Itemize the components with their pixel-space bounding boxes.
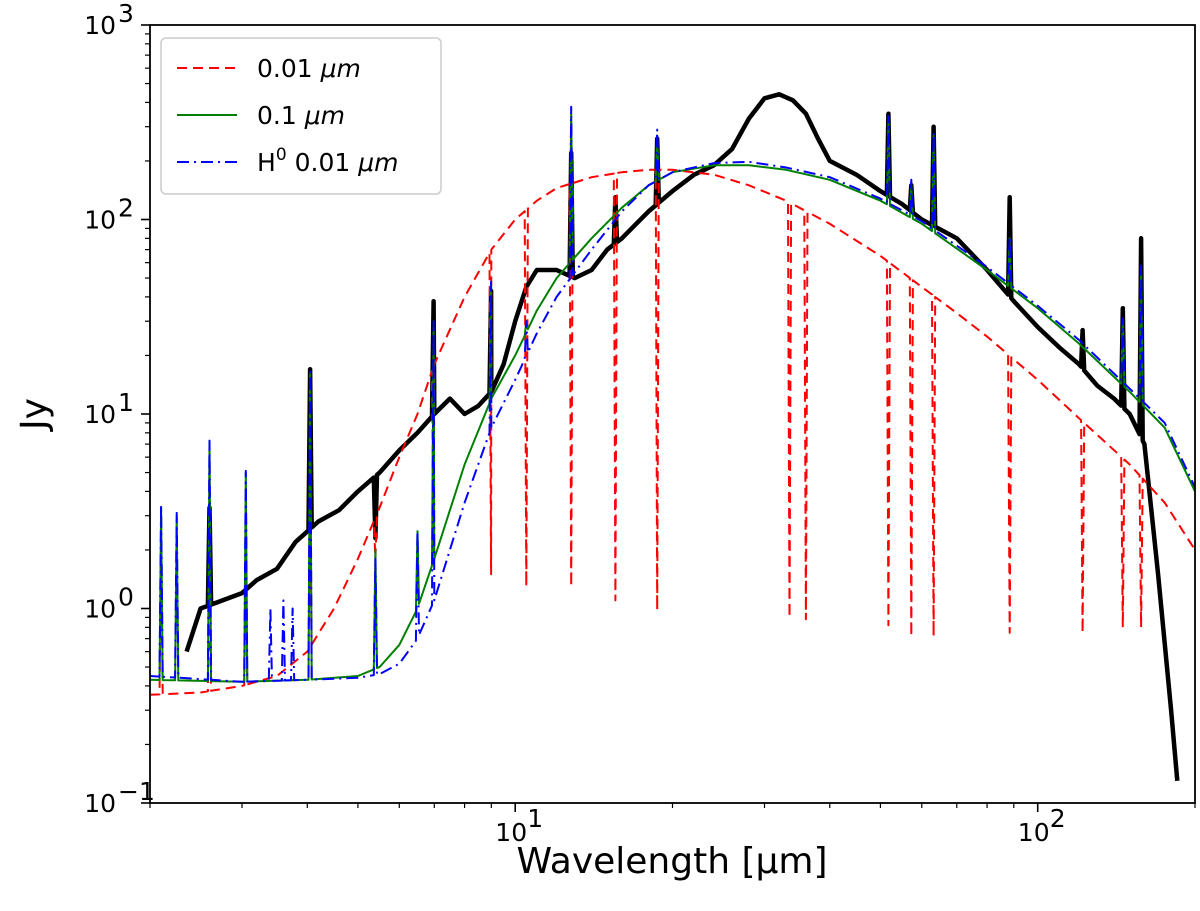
y-axis-label: Jy (14, 398, 55, 432)
series-line-model-H0 (150, 105, 1195, 683)
y-tick-exponent: 3 (118, 0, 134, 28)
y-tick-label: 10 (84, 206, 116, 235)
legend-label: 0.01 μm (257, 54, 361, 83)
y-tick-label: 10 (84, 400, 116, 429)
x-tick-label: 10 (1018, 818, 1050, 847)
x-axis-label: Wavelength [μm] (516, 841, 827, 882)
x-axis: 10 1 10 2 (149, 803, 1196, 847)
y-tick-label: 10 (84, 595, 116, 624)
legend: 0.01 μm 0.1 μm H0 0.01 μm (160, 37, 442, 195)
series-line-model-001 (150, 168, 1195, 696)
x-tick-exponent: 1 (527, 804, 543, 833)
series-layer (150, 92, 1195, 781)
y-tick-label: 10 (84, 789, 116, 818)
y-tick-exponent: −1 (118, 777, 155, 806)
y-tick-exponent: 2 (118, 194, 134, 223)
legend-label: H0 0.01 μm (257, 145, 398, 177)
legend-label: 0.1 μm (257, 101, 345, 130)
y-tick-exponent: 0 (118, 583, 134, 612)
y-tick-label: 10 (84, 11, 116, 40)
legend-box (160, 37, 442, 195)
y-tick-exponent: 1 (118, 388, 134, 417)
series-line-model-01 (150, 112, 1195, 683)
x-tick-label: 10 (495, 818, 527, 847)
x-tick-exponent: 2 (1050, 804, 1066, 833)
